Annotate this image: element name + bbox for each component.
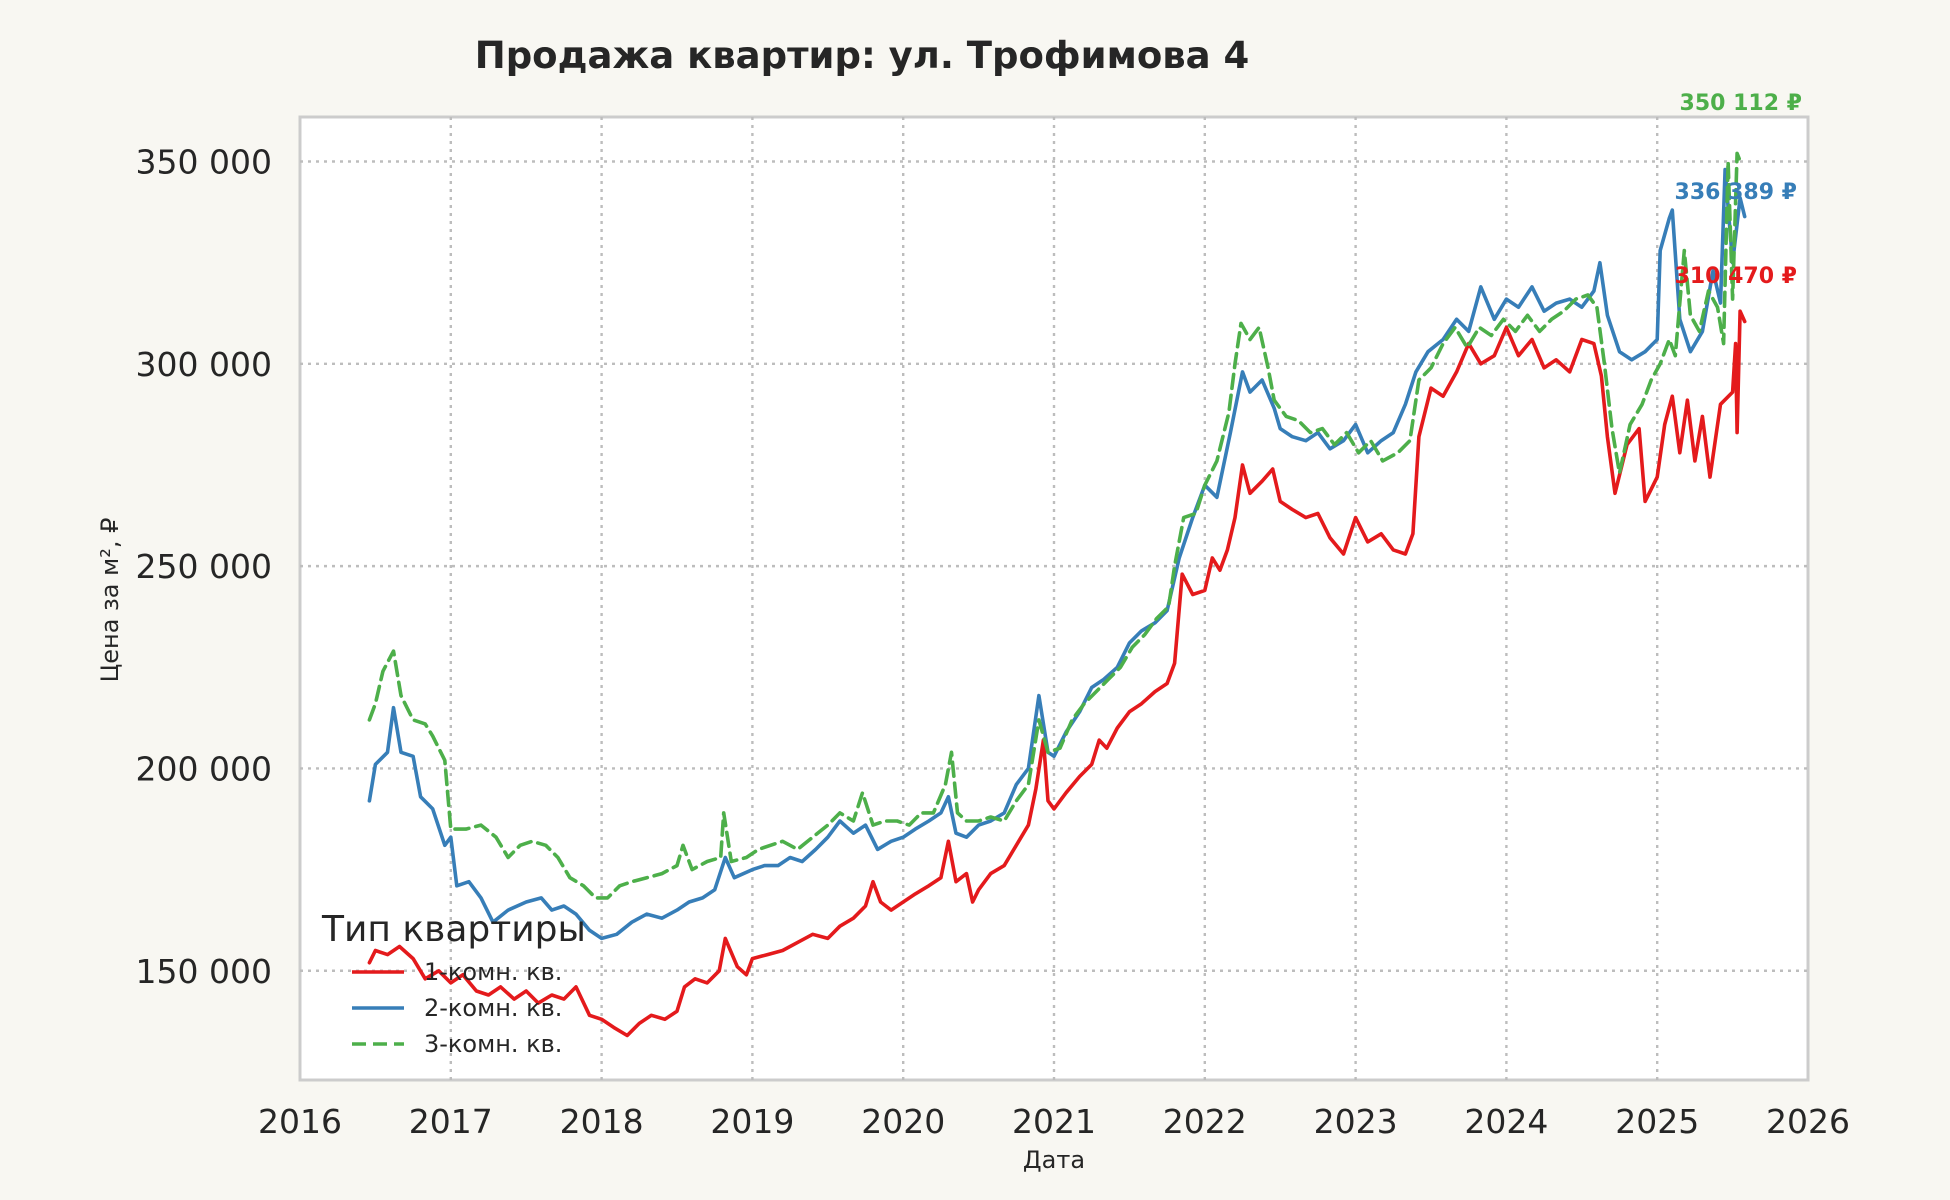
series-line-3 bbox=[367, 151, 1742, 900]
legend-label-3: 3-комн. кв. bbox=[424, 1030, 562, 1058]
grid bbox=[300, 117, 1808, 1080]
series-line-1 bbox=[367, 309, 1747, 1038]
y-axis-title: Цена за м², ₽ bbox=[96, 518, 124, 683]
x-tick-label: 2017 bbox=[409, 1102, 493, 1141]
x-tick-label: 2018 bbox=[560, 1102, 644, 1141]
end-value-labels: 310 470 ₽ 336 389 ₽ 350 112 ₽ bbox=[1675, 91, 1802, 289]
end-label-1: 310 470 ₽ bbox=[1675, 264, 1797, 289]
x-tick-label: 2025 bbox=[1615, 1102, 1699, 1141]
y-tick-label: 150 000 bbox=[136, 952, 272, 991]
y-tick-labels: 150 000 200 000 250 000 300 000 350 000 bbox=[136, 143, 272, 991]
legend-label-2: 2-комн. кв. bbox=[424, 994, 562, 1022]
series-lines bbox=[367, 151, 1747, 1038]
x-tick-label: 2020 bbox=[861, 1102, 945, 1141]
x-tick-label: 2021 bbox=[1012, 1102, 1096, 1141]
x-tick-label: 2022 bbox=[1163, 1102, 1247, 1141]
legend-title: Тип квартиры bbox=[321, 909, 586, 950]
x-tick-label: 2024 bbox=[1464, 1102, 1548, 1141]
y-tick-label: 300 000 bbox=[136, 345, 272, 384]
legend-label-1: 1-комн. кв. bbox=[424, 958, 562, 986]
y-tick-label: 200 000 bbox=[136, 749, 272, 788]
x-tick-label: 2023 bbox=[1314, 1102, 1398, 1141]
end-label-3: 350 112 ₽ bbox=[1680, 91, 1802, 116]
y-tick-label: 250 000 bbox=[136, 547, 272, 586]
x-tick-label: 2019 bbox=[710, 1102, 794, 1141]
chart-title: Продажа квартир: ул. Трофимова 4 bbox=[475, 34, 1250, 77]
legend: Тип квартиры 1-комн. кв. 2-комн. кв. 3-ком… bbox=[321, 909, 586, 1058]
x-tick-label: 2016 bbox=[258, 1102, 342, 1141]
x-tick-labels: 2016 2017 2018 2019 2020 2021 2022 2023 2024 2025… bbox=[258, 1102, 1850, 1141]
x-tick-label: 2026 bbox=[1766, 1102, 1850, 1141]
x-axis-title: Дата bbox=[1023, 1146, 1085, 1174]
y-tick-label: 350 000 bbox=[136, 143, 272, 182]
end-label-2: 336 389 ₽ bbox=[1675, 180, 1797, 205]
